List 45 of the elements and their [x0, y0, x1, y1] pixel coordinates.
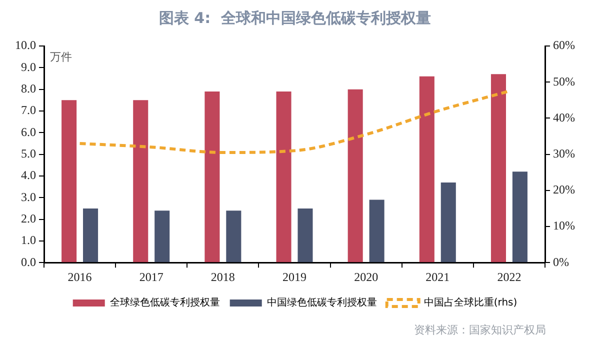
y-tick-label: 6.0: [21, 124, 36, 139]
y-tick-label: 1.0: [21, 233, 36, 248]
x-tick-label: 2018: [210, 270, 235, 284]
y-tick-label: 7.0: [21, 103, 36, 118]
bar: [133, 100, 148, 262]
bar: [348, 89, 363, 262]
y2-tick-label: 50%: [553, 74, 576, 88]
bar: [512, 172, 528, 262]
bar: [419, 76, 434, 262]
bar: [226, 210, 242, 262]
y2-tick-label: 0%: [553, 254, 570, 269]
y2-tick-label: 10%: [553, 218, 576, 233]
bar: [276, 91, 292, 262]
bar: [369, 200, 384, 262]
x-tick-label: 2020: [354, 270, 378, 284]
legend-label: 全球绿色低碳专利授权量: [110, 296, 220, 309]
x-tick-label: 2017: [139, 270, 164, 284]
y-tick-label: 3.0: [21, 190, 36, 204]
y-tick-label: 8.0: [21, 81, 36, 96]
bar: [83, 208, 98, 262]
x-tick-label: 2021: [426, 270, 450, 284]
chart-title: 图表 4: 全球和中国绿色低碳专利授权量: [158, 8, 432, 27]
y-tick-label: 9.0: [21, 60, 36, 74]
y-tick-label: 0.0: [21, 254, 36, 269]
bar: [440, 182, 456, 262]
y2-tick-label: 40%: [553, 110, 576, 124]
bar: [62, 100, 77, 262]
y-tick-label: 5.0: [21, 146, 36, 160]
y2-tick-label: 60%: [553, 38, 576, 52]
y2-tick-label: 20%: [553, 182, 576, 197]
x-tick-label: 2022: [497, 270, 522, 284]
y-tick-label: 2.0: [21, 211, 36, 226]
x-tick-label: 2019: [282, 270, 306, 284]
bar: [204, 91, 220, 262]
bar: [154, 210, 170, 262]
legend-label: 中国绿色低碳专利授权量: [266, 296, 377, 309]
y-tick-label: 10.0: [15, 38, 36, 52]
text: 资料来源：国家知识产权局: [414, 323, 546, 336]
bar: [298, 208, 313, 262]
y-tick-label: 4.0: [21, 168, 36, 182]
legend-label: 中国占全球比重(rhs): [424, 296, 518, 309]
x-tick-label: 2016: [68, 270, 92, 284]
bar: [490, 74, 506, 262]
y-axis-title: 万件: [50, 50, 72, 64]
y2-tick-label: 30%: [553, 146, 576, 160]
